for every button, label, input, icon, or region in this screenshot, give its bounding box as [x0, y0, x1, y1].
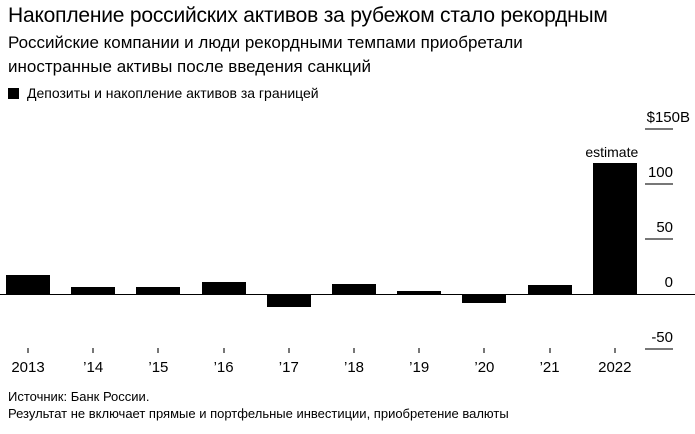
x-axis-tick	[157, 348, 160, 353]
x-axis-tick	[27, 348, 29, 353]
x-axis-label: ’15	[148, 359, 169, 376]
y-axis-tick	[645, 183, 673, 185]
estimate-label: estimate	[585, 144, 639, 161]
x-axis-tick	[353, 348, 355, 353]
bar-14	[71, 287, 116, 294]
bar-17	[266, 295, 311, 308]
footer: Источник: Банк России. Результат не вклю…	[8, 388, 509, 422]
x-axis-tick	[287, 348, 290, 353]
page-title: Накопление российских активов за рубежом…	[8, 4, 608, 27]
legend: Депозиты и накопление активов за границе…	[8, 85, 319, 101]
bar-15	[136, 287, 181, 294]
bar-16	[201, 281, 246, 294]
bar-2013	[6, 275, 50, 294]
x-axis-tick	[418, 348, 421, 353]
bar-19	[397, 290, 442, 294]
x-axis-label: ’19	[409, 359, 430, 376]
zero-line	[0, 294, 695, 295]
x-axis-tick	[92, 348, 95, 353]
x-axis-label: ’20	[474, 359, 495, 376]
y-axis-tick	[645, 128, 673, 130]
source-note: Источник: Банк России.	[8, 389, 150, 404]
x-axis-label: ’21	[539, 359, 560, 376]
y-axis-label: 50	[656, 219, 673, 236]
page-subtitle: Российские компании и люди рекордными те…	[8, 33, 523, 76]
x-axis-label: ’16	[213, 359, 234, 376]
y-axis-label: -50	[651, 329, 673, 346]
legend-square-icon	[8, 87, 19, 99]
y-axis-label: 0	[664, 274, 673, 291]
footnote: Результат не включает прямые и портфельн…	[8, 406, 509, 421]
x-axis-label: ’17	[278, 359, 299, 376]
x-axis-label: 2022	[598, 359, 632, 376]
bar-20	[462, 295, 507, 303]
y-axis-label: $150B	[646, 109, 690, 126]
y-axis-label: 100	[647, 164, 673, 181]
x-axis-tick	[613, 348, 616, 353]
legend-label: Депозиты и накопление активов за границе…	[27, 85, 319, 101]
bar-18	[332, 284, 376, 294]
x-axis-tick	[483, 348, 486, 353]
y-axis-tick	[645, 238, 673, 240]
x-axis-label: ’14	[83, 359, 104, 376]
x-axis-tick	[222, 348, 225, 353]
x-axis-label: ’18	[343, 359, 365, 376]
bar-2022	[592, 163, 637, 294]
x-axis-label: 2013	[11, 359, 45, 376]
y-axis-tick	[645, 348, 673, 350]
x-axis-tick	[548, 348, 551, 353]
bar-21	[527, 285, 572, 294]
